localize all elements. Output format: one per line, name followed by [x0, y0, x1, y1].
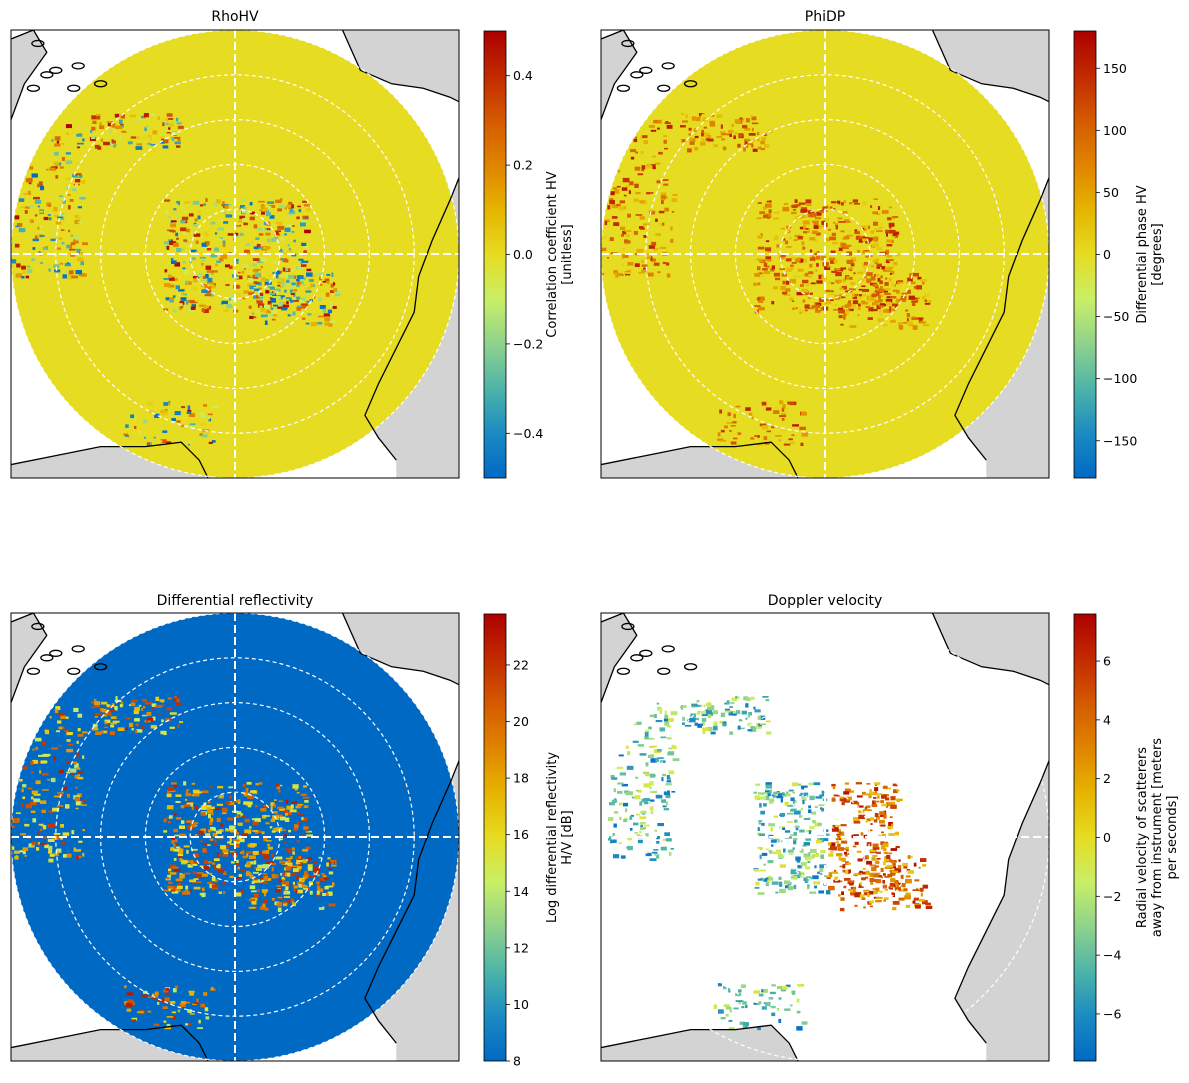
colorbar: −0.4 −0.2 0.0 0.2 0.4 Correlation coefficient… [483, 30, 575, 479]
colorbar: −150 −100 −50 0 50 100 150 Differential phase H… [1073, 30, 1165, 479]
colorbar-label: [degrees] [1150, 223, 1165, 285]
radar-echoes [601, 113, 932, 446]
colorbar-gradient [483, 613, 507, 1062]
panel-title: PhiDP [805, 9, 845, 25]
colorbar-tick-label: 2 [1103, 771, 1111, 786]
colorbar-tick-label: −50 [1103, 309, 1129, 324]
colorbar-tick-label: 100 [1103, 123, 1127, 138]
panel-differential-reflectivity: Differential reflectivity 8 10 12 14 16 18 20 2… [10, 593, 575, 1069]
colorbar-label: per seconds] [1165, 796, 1180, 880]
panel-title: Differential reflectivity [157, 593, 314, 609]
colorbar-tick-label: −2 [1103, 889, 1121, 904]
coastline [11, 613, 459, 1061]
radar-echoes [607, 696, 933, 1031]
colorbar-tick-label: 0.4 [513, 68, 533, 83]
colorbar-tick-label: 8 [513, 1054, 521, 1069]
crosshair [601, 613, 1049, 1061]
crosshair [601, 30, 1049, 478]
colorbar-tick-label: 0.0 [513, 247, 533, 262]
colorbar-tick-label: 18 [513, 771, 529, 786]
colorbar-tick-label: −4 [1103, 948, 1121, 963]
colorbar-label: Log differential reflectivity [545, 752, 560, 923]
crosshair [11, 613, 459, 1061]
coastline [11, 30, 459, 478]
land-area [601, 1025, 799, 1061]
plot-frame [600, 612, 1050, 1062]
panel-title: Doppler velocity [768, 593, 883, 609]
coastline [601, 30, 1049, 478]
land-area [11, 30, 47, 120]
colorbar-gradient [483, 30, 507, 479]
colorbar-label: Correlation coefficient HV [545, 171, 560, 337]
crosshair [11, 30, 459, 478]
colorbar-tick-label: 4 [1103, 712, 1111, 727]
colorbar-tick-label: 12 [513, 940, 529, 955]
colorbar-gradient [1073, 30, 1097, 479]
colorbar-label: Differential phase HV [1135, 185, 1150, 323]
colorbar-tick-label: 0 [1103, 247, 1111, 262]
panel-phidp: PhiDP −150 −100 −50 0 50 100 150 Differential p… [600, 9, 1165, 479]
plot-frame [600, 29, 1050, 479]
colorbar: −6 −4 −2 0 2 4 6 Radial velocity of scatterers a… [1073, 613, 1180, 1062]
colorbar-tick-label: −150 [1103, 433, 1137, 448]
colorbar: 8 10 12 14 16 18 20 22 Log differential reflecti… [483, 613, 575, 1069]
radar-plot [600, 612, 1050, 1062]
colorbar-label: [unitless] [560, 224, 575, 285]
land-area [11, 613, 47, 703]
radar-plot [10, 29, 460, 479]
colorbar-tick-label: −0.2 [513, 336, 543, 351]
colorbar-tick-label: −6 [1103, 1006, 1121, 1021]
colorbar-label: Radial velocity of scatterers [1135, 747, 1150, 928]
colorbar-tick-label: 6 [1103, 654, 1111, 669]
land-area [601, 613, 637, 703]
colorbar-label: H/V [dB] [560, 810, 575, 865]
colorbar-tick-label: 10 [513, 997, 529, 1012]
colorbar-tick-label: 20 [513, 714, 529, 729]
colorbar-tick-label: 16 [513, 827, 529, 842]
panel-title: RhoHV [211, 9, 259, 25]
plot-frame [10, 29, 460, 479]
colorbar-tick-label: 0 [1103, 830, 1111, 845]
radar-echoes [11, 696, 337, 1030]
colorbar-tick-label: −100 [1103, 371, 1137, 386]
plot-frame [10, 612, 460, 1062]
colorbar-tick-label: 150 [1103, 61, 1127, 76]
coastline [601, 613, 1049, 1061]
colorbar-tick-label: 14 [513, 884, 529, 899]
radar-plot [10, 612, 460, 1062]
colorbar-tick-label: 22 [513, 657, 529, 672]
colorbar-tick-label: 0.2 [513, 158, 533, 173]
land-area [601, 30, 637, 120]
colorbar-tick-label: −0.4 [513, 426, 543, 441]
colorbar-label: away from instrument [meters [1150, 738, 1165, 937]
panel-doppler-velocity: Doppler velocity −6 −4 −2 0 2 4 6 Radial veloci… [600, 593, 1180, 1062]
colorbar-gradient [1073, 613, 1097, 1062]
radar-plot [600, 29, 1050, 479]
colorbar-tick-label: 50 [1103, 185, 1119, 200]
panel-rhohv: RhoHV −0.4 −0.2 0.0 0.2 0.4 Correlation coeff… [10, 9, 575, 479]
